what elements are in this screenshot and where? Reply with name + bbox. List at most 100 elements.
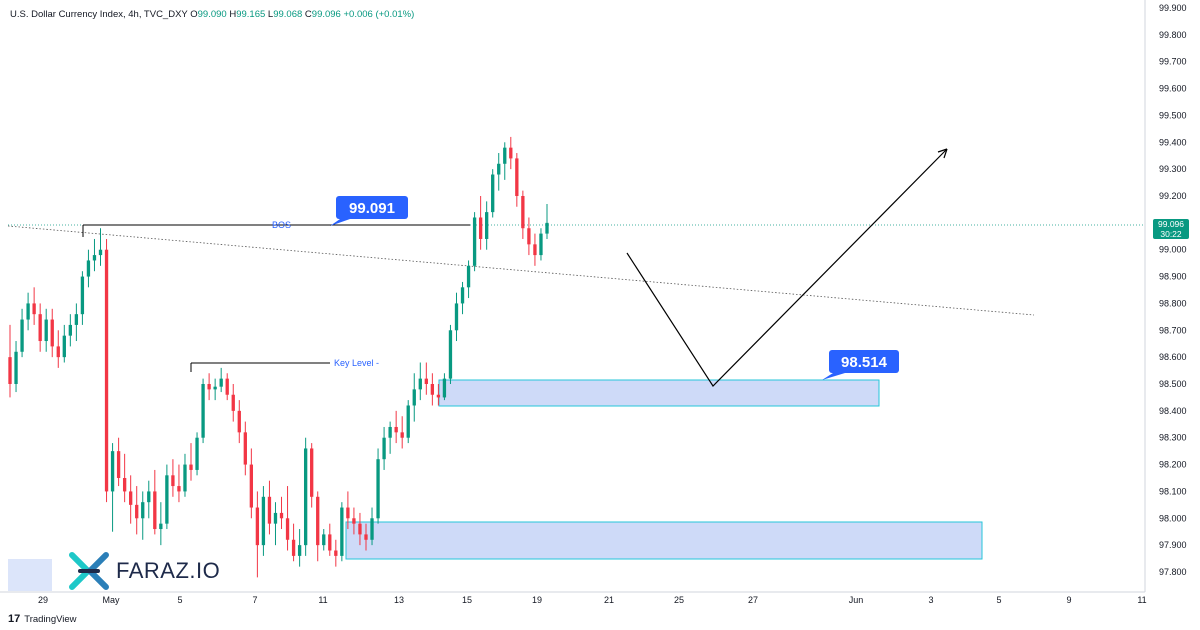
candle-body bbox=[177, 486, 181, 492]
candle-body bbox=[406, 405, 410, 438]
y-tick-label: 98.600 bbox=[1159, 352, 1187, 362]
candle-body bbox=[442, 378, 447, 398]
candle-body bbox=[267, 496, 272, 524]
tradingview-brand: TradingView bbox=[24, 613, 77, 625]
candle-body bbox=[527, 228, 531, 245]
y-tick-label: 98.400 bbox=[1159, 406, 1187, 416]
y-tick-label: 99.700 bbox=[1159, 57, 1187, 67]
candle-body bbox=[50, 319, 54, 347]
candle-body bbox=[237, 410, 241, 433]
candle-body bbox=[116, 451, 121, 478]
candle-body bbox=[472, 217, 477, 266]
candle-body bbox=[376, 459, 380, 519]
candle-body bbox=[80, 276, 85, 315]
x-tick-label: 25 bbox=[674, 595, 684, 605]
projection-arrowhead bbox=[937, 148, 948, 159]
candle-body bbox=[285, 518, 290, 540]
last-price: 99.096 bbox=[1158, 219, 1184, 229]
candle-body bbox=[322, 534, 326, 546]
candle-body bbox=[141, 502, 145, 519]
candle-body bbox=[159, 523, 163, 530]
open-label: O bbox=[190, 9, 198, 20]
x-tick-label: 13 bbox=[394, 595, 404, 605]
candle-body bbox=[521, 196, 525, 229]
candle-body bbox=[249, 464, 254, 508]
logo-text: FARAZ.IO bbox=[116, 558, 221, 583]
candle-body bbox=[316, 496, 320, 546]
candle-body bbox=[352, 518, 356, 524]
candle-body bbox=[394, 426, 398, 433]
y-tick-label: 98.300 bbox=[1159, 433, 1187, 443]
candle-body bbox=[195, 437, 199, 470]
zone-lower bbox=[345, 521, 983, 560]
symbol-header: U.S. Dollar Currency Index, 4h, TVC_DXY … bbox=[10, 9, 414, 20]
candle-body bbox=[129, 491, 133, 505]
x-tick-label: 7 bbox=[252, 595, 257, 605]
y-tick-label: 98.100 bbox=[1159, 486, 1187, 496]
candle-body bbox=[485, 212, 489, 239]
y-tick-label: 99.300 bbox=[1159, 164, 1187, 174]
x-tick-label: Jun bbox=[849, 595, 864, 605]
close-label: C bbox=[304, 9, 312, 20]
candle-body bbox=[533, 244, 537, 256]
faraz-logo: FARAZ.IO bbox=[68, 551, 220, 591]
candle-body bbox=[92, 255, 97, 261]
candle-body bbox=[430, 384, 435, 395]
x-tick-label: 15 bbox=[462, 595, 472, 605]
candle-body bbox=[147, 491, 151, 503]
x-tick-label: 11 bbox=[1137, 595, 1146, 605]
candle-body bbox=[20, 319, 24, 352]
candle-body bbox=[44, 319, 48, 342]
x-tick-label: 5 bbox=[177, 595, 182, 605]
bar-countdown: 30:22 bbox=[1160, 228, 1182, 239]
candle-body bbox=[153, 491, 157, 530]
x-tick-label: 29 bbox=[38, 595, 48, 605]
y-tick-label: 98.000 bbox=[1159, 513, 1187, 523]
zone-left-partial bbox=[8, 559, 52, 591]
candle-body bbox=[183, 464, 187, 492]
tradingview-footer[interactable]: 17 TradingView bbox=[8, 613, 77, 625]
candle-body bbox=[261, 496, 266, 546]
y-tick-label: 98.800 bbox=[1159, 298, 1187, 308]
candle-body bbox=[74, 314, 79, 325]
tradingview-logo-icon: 17 bbox=[8, 613, 21, 625]
zone-upper bbox=[438, 379, 880, 407]
close-value: 99.096 bbox=[311, 9, 341, 20]
candle-body bbox=[328, 534, 332, 551]
candle-body bbox=[14, 351, 18, 384]
candle-body bbox=[545, 222, 549, 234]
candle-body bbox=[454, 303, 459, 331]
symbol-line: U.S. Dollar Currency Index, 4h, TVC_DXY bbox=[10, 9, 188, 20]
high-label: H bbox=[229, 9, 237, 20]
candle-body bbox=[297, 545, 302, 556]
y-tick-label: 97.800 bbox=[1159, 567, 1187, 577]
candle-body bbox=[515, 158, 519, 196]
candle-body bbox=[26, 303, 30, 320]
last-price-tag: 99.096 30:22 bbox=[1153, 219, 1189, 239]
candle-body bbox=[279, 512, 284, 519]
candle-body bbox=[207, 384, 211, 390]
candle-body bbox=[98, 249, 103, 256]
callout-target-value: 98.514 bbox=[841, 354, 888, 371]
candle-body bbox=[135, 504, 139, 519]
x-tick-label: 9 bbox=[1066, 595, 1071, 605]
x-tick-label: 3 bbox=[928, 595, 933, 605]
candle-body bbox=[68, 324, 72, 336]
y-tick-label: 99.000 bbox=[1159, 245, 1187, 255]
x-tick-label: 11 bbox=[318, 595, 327, 605]
candle-body bbox=[412, 389, 416, 406]
candle-body bbox=[346, 507, 350, 519]
candle-body bbox=[539, 233, 543, 256]
candle-body bbox=[364, 534, 368, 540]
faraz-logo-icon bbox=[69, 552, 109, 590]
high-value: 99.165 bbox=[236, 9, 266, 20]
trendline bbox=[7, 225, 1035, 316]
candle-body bbox=[225, 378, 229, 395]
candle-body bbox=[291, 539, 296, 556]
candle-body bbox=[400, 432, 404, 438]
y-tick-label: 99.200 bbox=[1159, 191, 1187, 201]
change-value: +0.006 (+0.01%) bbox=[343, 9, 415, 20]
x-tick-label: 19 bbox=[532, 595, 542, 605]
